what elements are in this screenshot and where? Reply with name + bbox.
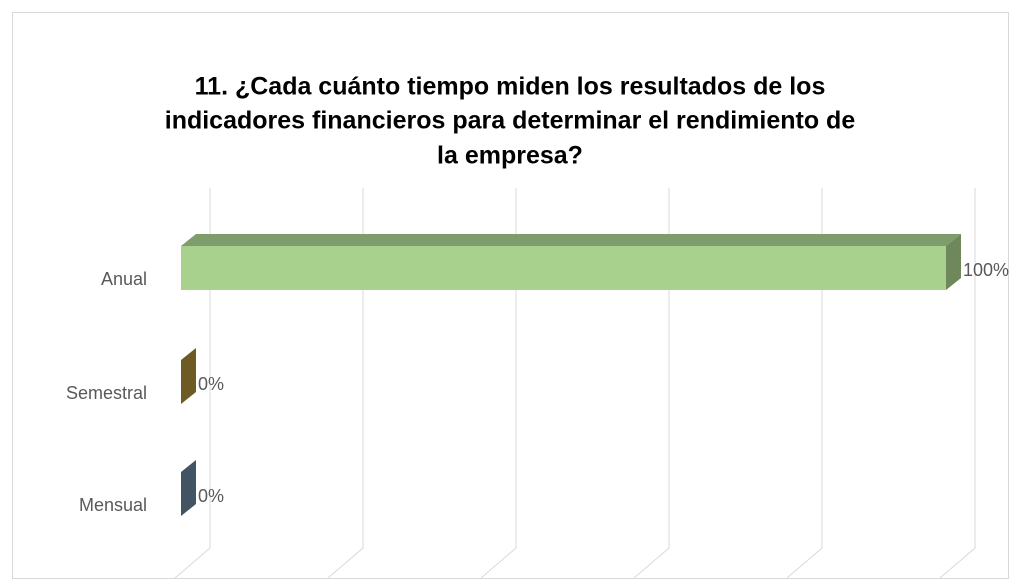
category-label: Mensual xyxy=(79,495,147,515)
bar xyxy=(181,246,946,290)
value-label: 0% xyxy=(198,374,224,394)
bar-side xyxy=(181,460,196,516)
chart-title: indicadores financieros para determinar … xyxy=(165,107,856,135)
grid-line xyxy=(786,188,823,579)
grid-line xyxy=(480,188,517,579)
grid-line xyxy=(327,188,364,579)
value-label: 0% xyxy=(198,486,224,506)
chart-frame xyxy=(12,12,1009,579)
grid-line xyxy=(174,188,211,579)
grid-line xyxy=(939,188,976,579)
bar-side xyxy=(181,348,196,404)
value-label: 100% xyxy=(963,260,1009,280)
bar-side xyxy=(946,234,961,290)
grid-line xyxy=(633,188,670,579)
bar-top xyxy=(181,234,961,246)
category-label: Semestral xyxy=(66,383,147,403)
category-label: Anual xyxy=(101,269,147,289)
chart-title: 11. ¿Cada cuánto tiempo miden los result… xyxy=(195,73,826,101)
chart-title: la empresa? xyxy=(437,142,583,170)
